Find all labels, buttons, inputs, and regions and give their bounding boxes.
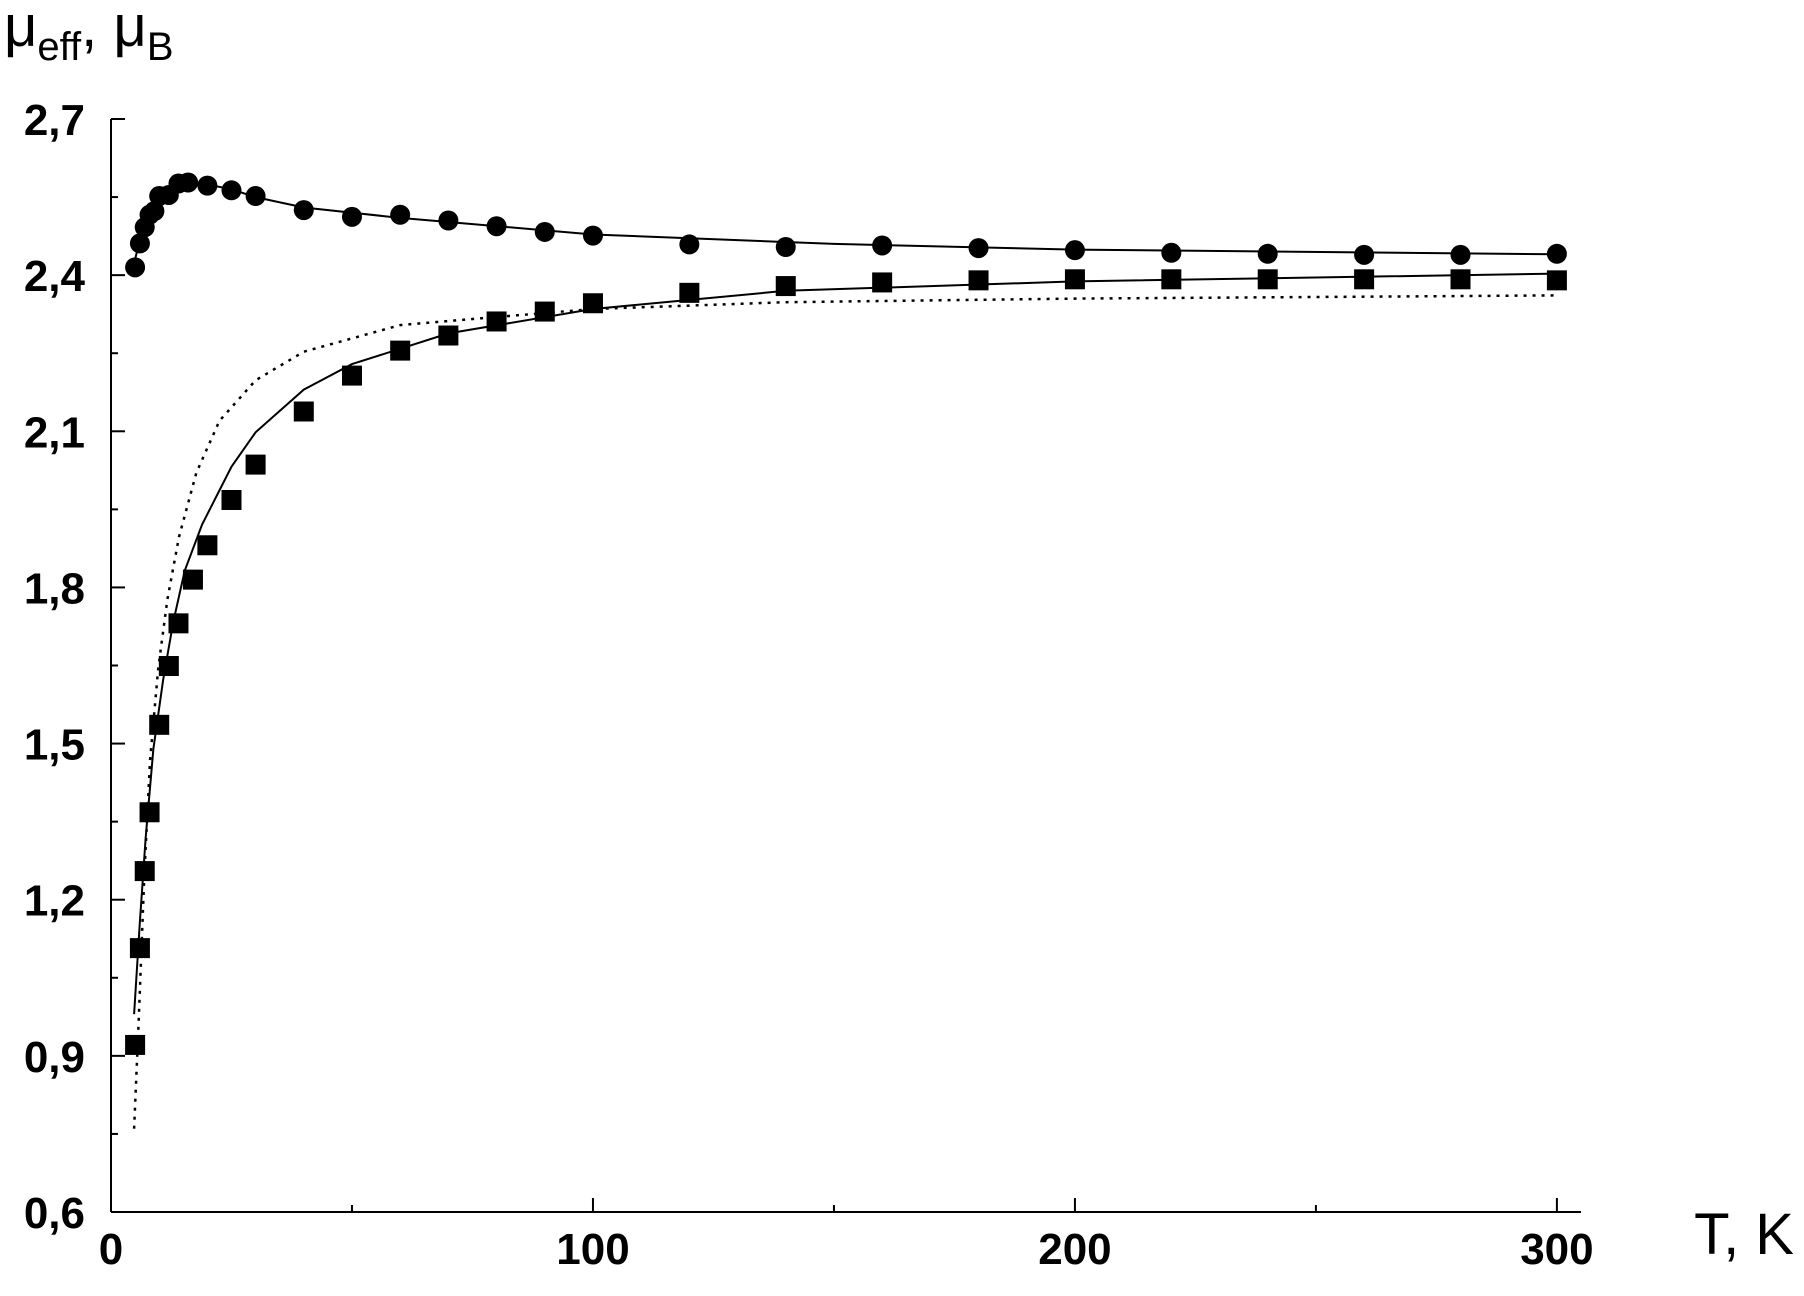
circle-marker bbox=[245, 186, 266, 207]
circle-marker bbox=[1354, 244, 1375, 265]
circle-marker bbox=[293, 200, 314, 221]
fit-line bbox=[132, 294, 1557, 1129]
circle-marker bbox=[129, 233, 150, 254]
fit-line bbox=[133, 272, 1557, 1015]
y-label-part: eff bbox=[37, 25, 82, 69]
square-marker bbox=[1546, 270, 1567, 291]
square-marker bbox=[182, 569, 203, 590]
square-marker bbox=[129, 938, 150, 959]
square-marker bbox=[245, 454, 266, 475]
circle-marker bbox=[775, 237, 796, 258]
y-tick-label: 0,6 bbox=[24, 1189, 85, 1238]
circle-marker bbox=[534, 221, 555, 242]
y-tick-label: 0,9 bbox=[24, 1033, 85, 1082]
circle-marker bbox=[341, 206, 362, 227]
x-tick-label: 0 bbox=[99, 1225, 123, 1274]
y-tick-label: 2,4 bbox=[24, 252, 86, 301]
square-marker bbox=[134, 861, 155, 882]
square-marker bbox=[1257, 269, 1278, 290]
circle-marker bbox=[125, 257, 146, 278]
square-marker bbox=[486, 311, 507, 332]
x-tick-label: 200 bbox=[1038, 1225, 1111, 1274]
circle-marker bbox=[197, 175, 218, 196]
square-marker bbox=[390, 340, 411, 361]
square-marker bbox=[968, 270, 989, 291]
y-tick-label: 2,1 bbox=[24, 408, 85, 457]
y-tick-label: 2,7 bbox=[24, 96, 85, 145]
square-marker bbox=[679, 282, 700, 303]
square-marker bbox=[158, 656, 179, 677]
circle-marker bbox=[1161, 242, 1182, 263]
square-marker bbox=[775, 276, 796, 297]
y-label-part: , μ bbox=[81, 0, 147, 59]
y-tick-label: 1,8 bbox=[24, 564, 85, 613]
x-tick-label: 300 bbox=[1520, 1225, 1593, 1274]
square-marker bbox=[293, 401, 314, 422]
y-label-part: B bbox=[147, 25, 174, 69]
circle-marker bbox=[438, 210, 459, 231]
fit-line bbox=[134, 181, 1557, 260]
y-tick-label: 1,2 bbox=[24, 877, 85, 926]
circle-marker bbox=[1450, 244, 1471, 265]
square-marker bbox=[197, 535, 218, 556]
square-marker bbox=[149, 714, 170, 735]
square-marker bbox=[1064, 269, 1085, 290]
y-label-part: μ bbox=[4, 0, 37, 59]
y-axis-label: μeff, μB bbox=[4, 0, 174, 69]
y-tick-label: 1,5 bbox=[24, 721, 85, 770]
square-marker bbox=[872, 272, 893, 293]
square-marker bbox=[221, 489, 242, 510]
x-tick-label: 100 bbox=[556, 1225, 629, 1274]
circle-marker bbox=[390, 204, 411, 225]
x-axis-label: T, K bbox=[1694, 1202, 1794, 1267]
square-marker bbox=[341, 365, 362, 386]
circle-marker bbox=[582, 225, 603, 246]
circle-marker bbox=[1257, 243, 1278, 264]
square-marker bbox=[125, 1034, 146, 1055]
square-marker bbox=[1354, 269, 1375, 290]
square-marker bbox=[1450, 269, 1471, 290]
square-marker bbox=[139, 802, 160, 823]
square-marker bbox=[438, 325, 459, 346]
